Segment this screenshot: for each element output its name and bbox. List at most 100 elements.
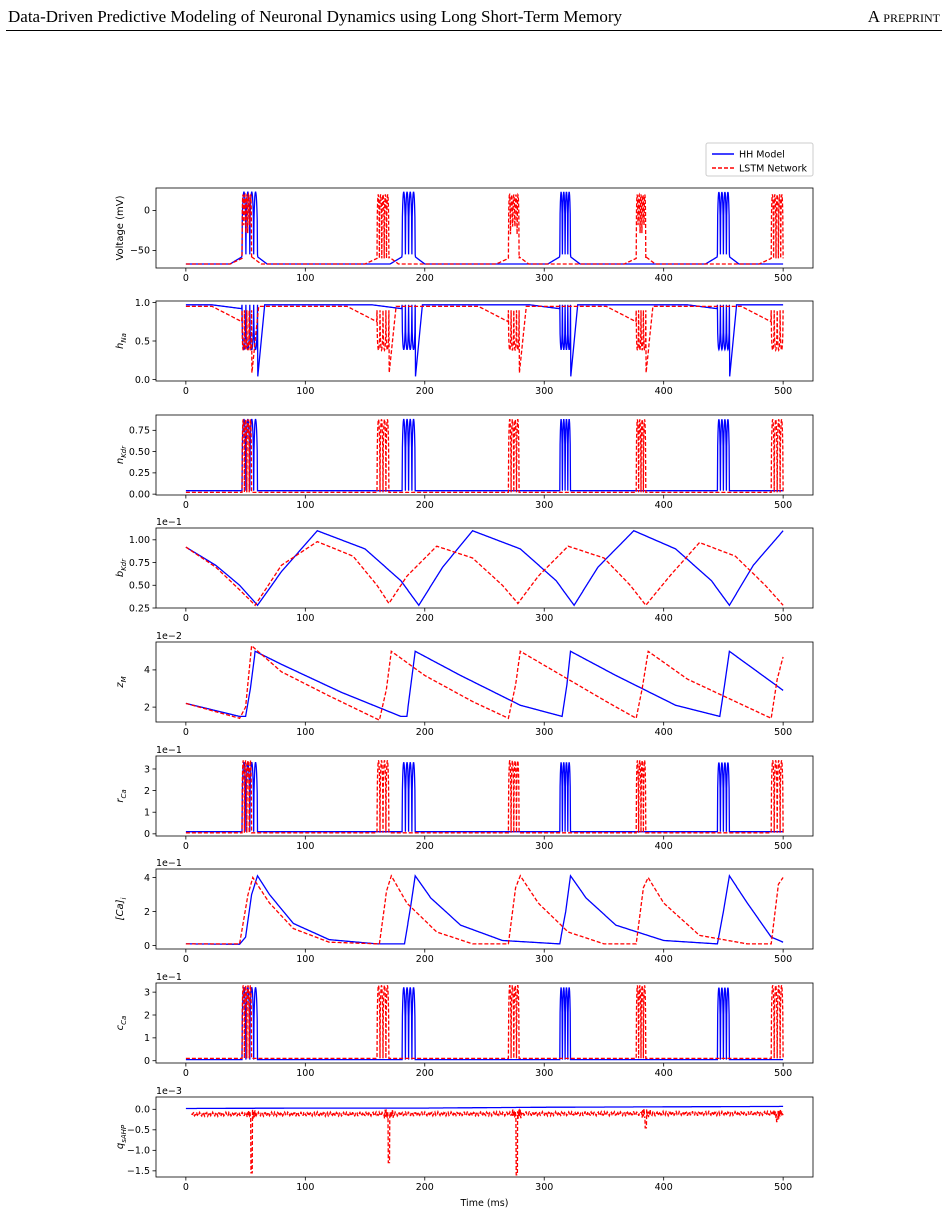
x-tick-label-z_m-2: 200	[416, 727, 434, 738]
y-tick-label-b_kdr-3: 1.00	[129, 535, 150, 546]
y-tick-label-b_kdr-2: 0.75	[129, 558, 150, 569]
y-label-h_na: hNa	[115, 333, 128, 349]
x-tick-label-n_kdr-4: 400	[655, 500, 673, 511]
y-tick-label-z_m-0: 2	[144, 702, 150, 713]
y-label-c_ca: cCa	[115, 1016, 128, 1031]
x-tick-label-r_ca-0: 0	[183, 841, 189, 852]
series-lstm-q_sahp	[191, 1108, 784, 1176]
y-label-q_sahp: qsAHP	[115, 1124, 128, 1149]
y-tick-label-h_na-1: 0.5	[135, 336, 150, 347]
x-tick-label-voltage-2: 200	[416, 273, 434, 284]
series-hh-z_m	[185, 650, 784, 718]
y-tick-label-r_ca-1: 1	[144, 808, 150, 819]
x-tick-label-r_ca-4: 400	[655, 841, 673, 852]
axes-frame-n_kdr	[155, 414, 814, 496]
y-tick-label-ca_i-0: 0	[144, 941, 150, 952]
x-tick-label-z_m-5: 500	[774, 727, 792, 738]
y-label-z_m: zM	[115, 676, 128, 688]
series-hh-n_kdr	[185, 418, 784, 492]
y-tick-label-r_ca-0: 0	[144, 829, 150, 840]
x-tick-label-voltage-3: 300	[535, 273, 553, 284]
y-label-voltage: Voltage (mV)	[115, 195, 126, 260]
x-tick-label-q_sahp-5: 500	[774, 1182, 792, 1193]
y-tick-label-n_kdr-2: 0.50	[129, 447, 150, 458]
series-lstm-b_kdr	[185, 540, 784, 607]
x-tick-label-q_sahp-3: 300	[535, 1182, 553, 1193]
x-tick-label-voltage-0: 0	[183, 273, 189, 284]
y-tick-label-c_ca-3: 3	[144, 987, 150, 998]
panel-c_ca: 0 100 200 300 400 500 0 1 2 3 1e−1 cCa	[115, 972, 814, 1079]
x-tick-label-q_sahp-0: 0	[183, 1182, 189, 1193]
series-hh-h_na	[185, 304, 784, 377]
y-tick-label-q_sahp-0: −1.5	[127, 1166, 150, 1177]
x-tick-label-ca_i-4: 400	[655, 954, 673, 965]
panel-b_kdr: 0 100 200 300 400 500 0.25 0.50 0.75 1.00 1e−1 bKdr	[115, 517, 814, 624]
x-tick-label-b_kdr-3: 300	[535, 613, 553, 624]
legend: HH Model LSTM Network	[705, 142, 814, 177]
x-tick-label-h_na-5: 500	[774, 386, 792, 397]
x-tick-label-voltage-5: 500	[774, 273, 792, 284]
preprint-tag: A preprint	[867, 7, 940, 26]
series-lstm-n_kdr	[185, 419, 784, 494]
axes-frame-c_ca	[155, 982, 814, 1064]
legend-label-1: LSTM Network	[739, 164, 808, 175]
y-tick-label-ca_i-2: 4	[144, 873, 150, 884]
y-tick-label-h_na-2: 1.0	[135, 298, 150, 309]
x-tick-label-q_sahp-2: 200	[416, 1182, 434, 1193]
x-tick-label-voltage-4: 400	[655, 273, 673, 284]
x-tick-label-b_kdr-4: 400	[655, 613, 673, 624]
x-tick-label-c_ca-3: 300	[535, 1068, 553, 1079]
x-tick-label-ca_i-0: 0	[183, 954, 189, 965]
x-tick-label-voltage-1: 100	[296, 273, 314, 284]
series-hh-r_ca	[185, 762, 784, 833]
offset-label-ca_i: 1e−1	[156, 858, 182, 869]
series-hh-voltage	[185, 191, 784, 265]
x-tick-label-b_kdr-5: 500	[774, 613, 792, 624]
y-tick-label-b_kdr-1: 0.50	[129, 581, 150, 592]
y-tick-label-q_sahp-1: −1.0	[127, 1146, 150, 1157]
x-tick-label-b_kdr-2: 200	[416, 613, 434, 624]
x-tick-label-c_ca-5: 500	[774, 1068, 792, 1079]
y-tick-label-c_ca-0: 0	[144, 1056, 150, 1067]
offset-label-c_ca: 1e−1	[156, 972, 182, 983]
x-tick-label-b_kdr-0: 0	[183, 613, 189, 624]
x-tick-label-h_na-1: 100	[296, 386, 314, 397]
y-tick-label-n_kdr-1: 0.25	[129, 468, 150, 479]
x-tick-label-z_m-1: 100	[296, 727, 314, 738]
x-tick-label-ca_i-1: 100	[296, 954, 314, 965]
x-tick-label-ca_i-2: 200	[416, 954, 434, 965]
y-tick-label-ca_i-1: 2	[144, 907, 150, 918]
series-hh-q_sahp	[185, 1105, 784, 1110]
panel-h_na: 0 100 200 300 400 500 0.0 0.5 1.0 hNa	[115, 298, 814, 397]
panel-voltage: 0 100 200 300 400 500 −50 0 Voltage (mV)	[115, 187, 814, 284]
x-tick-label-r_ca-2: 200	[416, 841, 434, 852]
y-tick-label-z_m-1: 4	[144, 665, 150, 676]
series-hh-ca_i	[185, 873, 784, 945]
y-tick-label-n_kdr-3: 0.75	[129, 426, 150, 437]
axes-frame-b_kdr	[155, 527, 814, 609]
panel-q_sahp: 0 100 200 300 400 500 −1.5 −1.0 −0.5 0.0 1e−3 qsAHP	[115, 1086, 814, 1193]
x-tick-label-n_kdr-2: 200	[416, 500, 434, 511]
page-header: Data-Driven Predictive Modeling of Neuro…	[0, 0, 948, 32]
panel-r_ca: 0 100 200 300 400 500 0 1 2 3 1e−1 rCa	[115, 745, 814, 852]
axes-frame-r_ca	[155, 755, 814, 837]
y-tick-label-n_kdr-0: 0.00	[129, 489, 150, 500]
y-label-n_kdr: nKdr	[115, 445, 128, 464]
series-lstm-ca_i	[185, 874, 784, 945]
y-tick-label-q_sahp-3: 0.0	[135, 1105, 150, 1116]
x-tick-label-n_kdr-5: 500	[774, 500, 792, 511]
series-lstm-h_na	[185, 305, 784, 373]
x-tick-label-n_kdr-3: 300	[535, 500, 553, 511]
y-label-ca_i: [Ca]i	[115, 898, 128, 921]
x-tick-label-n_kdr-0: 0	[183, 500, 189, 511]
y-tick-label-b_kdr-0: 0.25	[129, 603, 150, 614]
series-lstm-r_ca	[185, 760, 784, 834]
y-tick-label-h_na-0: 0.0	[135, 375, 150, 386]
x-axis-label: Time (ms)	[460, 1198, 509, 1209]
y-label-b_kdr: bKdr	[115, 558, 128, 577]
x-tick-label-z_m-3: 300	[535, 727, 553, 738]
x-tick-label-ca_i-3: 300	[535, 954, 553, 965]
axes-frame-q_sahp	[155, 1096, 814, 1178]
offset-label-z_m: 1e−2	[156, 631, 182, 642]
